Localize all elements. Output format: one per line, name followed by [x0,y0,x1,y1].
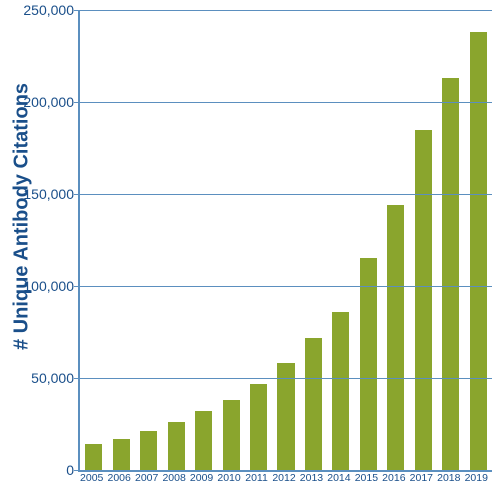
bar [168,422,185,470]
grid-line [80,194,492,195]
bar [140,431,157,470]
plot-area [78,10,492,472]
grid-line [80,102,492,103]
y-axis-title: # Unique Antibody Citations [11,150,34,350]
bars-container [80,10,492,470]
x-tick-label: 2013 [300,472,323,484]
y-tick-mark [74,102,80,103]
x-tick-label: 2010 [217,472,240,484]
x-tick-label: 2008 [162,472,185,484]
x-tick-label: 2014 [327,472,350,484]
y-tick-mark [74,194,80,195]
x-tick-label: 2012 [272,472,295,484]
bar [470,32,487,470]
grid-line [80,10,492,11]
y-tick-label: 150,000 [4,186,74,202]
grid-line [80,378,492,379]
bar [387,205,404,470]
citations-bar-chart: # Unique Antibody Citations 0 50,000 100,0… [0,0,500,500]
x-tick-label: 2005 [80,472,103,484]
y-tick-mark [74,286,80,287]
bar [113,439,130,470]
bar [277,363,294,470]
y-tick-mark [74,10,80,11]
bar [305,338,322,470]
x-tick-label: 2007 [135,472,158,484]
x-tick-label: 2018 [437,472,460,484]
y-tick-label: 0 [4,462,74,478]
bar [332,312,349,470]
bar [223,400,240,470]
bar [85,444,102,470]
y-tick-label: 50,000 [4,370,74,386]
grid-line [80,286,492,287]
bar [415,130,432,470]
y-tick-mark [74,470,80,471]
x-tick-label: 2009 [190,472,213,484]
x-tick-label: 2016 [382,472,405,484]
x-tick-label: 2019 [465,472,488,484]
bar [195,411,212,470]
y-tick-label: 100,000 [4,278,74,294]
bar [360,258,377,470]
y-tick-mark [74,378,80,379]
x-tick-label: 2015 [355,472,378,484]
bar [442,78,459,470]
x-tick-label: 2011 [245,472,268,484]
x-tick-label: 2006 [108,472,131,484]
bar [250,384,267,470]
x-tick-label: 2017 [410,472,433,484]
y-tick-label: 200,000 [4,94,74,110]
y-tick-label: 250,000 [4,2,74,18]
